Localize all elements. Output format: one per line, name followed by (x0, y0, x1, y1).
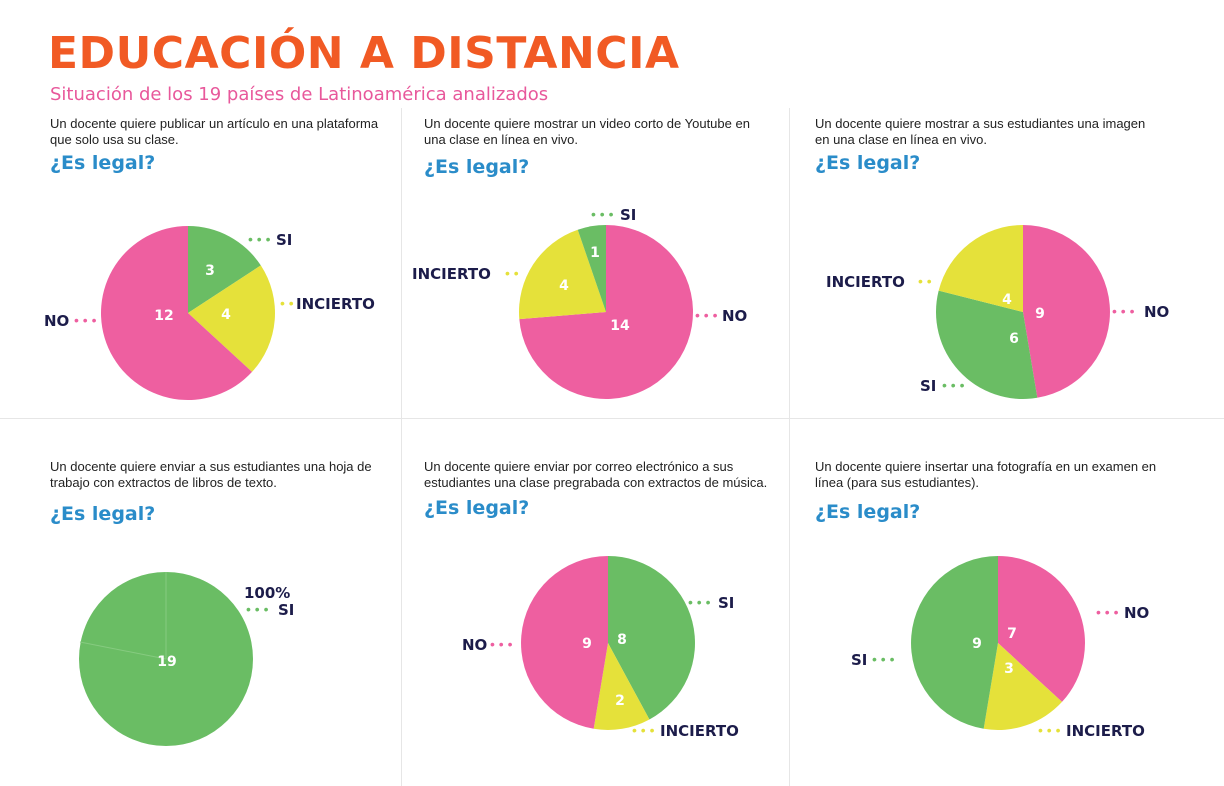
pie-slices (79, 572, 253, 746)
question-heading: ¿Es legal? (815, 152, 921, 174)
slice-label-incierto: INCIERTO (296, 295, 375, 313)
chart-panel-3: Un docente quiere mostrar a sus estudian… (815, 116, 1195, 174)
pie-slice-si (935, 290, 1038, 399)
slice-value-incierto: 4 (559, 278, 569, 294)
slice-label-si: SI (851, 651, 867, 669)
chart-panel-1: Un docente quiere publicar un artículo e… (50, 116, 430, 174)
slice-label-no: NO (44, 312, 69, 330)
leader-dots-si: • • • (248, 231, 271, 247)
slice-value-incierto: 3 (1004, 661, 1014, 677)
slice-value-si: 19 (157, 654, 176, 670)
slice-label-no: NO (722, 307, 747, 325)
slice-value-no: 12 (154, 308, 173, 324)
question-heading: ¿Es legal? (424, 497, 530, 519)
slice-value-no: 14 (610, 318, 630, 334)
column-divider-1 (401, 108, 402, 786)
slice-value-incierto: 4 (1002, 292, 1012, 308)
question-text: Un docente quiere publicar un artículo e… (50, 116, 379, 147)
question-heading: ¿Es legal? (424, 156, 530, 178)
pie-slice-incierto (593, 643, 650, 730)
leader-dots-no: • • • (490, 636, 513, 652)
leader-dots-incierto: • • (280, 295, 294, 311)
slice-label-incierto: INCIERTO (1066, 722, 1145, 740)
slice-value-incierto: 4 (221, 307, 231, 323)
leader-dots-no: • • • (74, 312, 97, 328)
slice-label-si: SI (276, 231, 292, 249)
leader-dots-incierto: • • (505, 265, 519, 281)
question-text: Un docente quiere mostrar a sus estudian… (815, 116, 1146, 147)
leader-dots-si: • • • (591, 206, 614, 222)
slice-value-si: 6 (1009, 331, 1019, 347)
question-text: Un docente quiere insertar una fotografí… (815, 459, 1157, 490)
slice-label-no: NO (462, 636, 487, 654)
chart-panel-2: Un docente quiere mostrar un video corto… (424, 116, 804, 178)
leader-dots-no: • • • (1112, 303, 1135, 319)
slice-value-no: 9 (1035, 306, 1045, 322)
slice-value-si: 8 (617, 632, 627, 648)
slice-label-incierto: INCIERTO (826, 273, 905, 291)
slice-divider (79, 641, 167, 660)
pie-slices (911, 556, 1085, 730)
slice-label-no: NO (1124, 604, 1149, 622)
question-heading: ¿Es legal? (50, 152, 156, 174)
slice-annotation-percent: 100% (244, 584, 290, 602)
pie-slice-no (100, 226, 253, 400)
leader-dots-si: • • • (246, 601, 269, 617)
slice-label-incierto: INCIERTO (660, 722, 739, 740)
row-divider (0, 418, 1224, 419)
pie-slice-si (577, 225, 606, 312)
slice-label-no: NO (1144, 303, 1169, 321)
slice-value-si: 9 (972, 636, 982, 652)
pie-slice-no (519, 224, 694, 399)
pie-slice-incierto (519, 229, 606, 320)
leader-dots-incierto: • • (918, 273, 932, 289)
leader-dots-si: • • • (942, 377, 965, 393)
slice-label-si: SI (718, 594, 734, 612)
pie-slice-incierto (938, 225, 1023, 312)
pie-slices (935, 225, 1110, 399)
slice-label-si: SI (620, 206, 636, 224)
page-subtitle: Situación de los 19 países de Latinoamér… (50, 84, 549, 105)
pie-slice-si (79, 572, 253, 746)
pie-slice-incierto (983, 643, 1063, 730)
pie-slice-incierto (188, 265, 275, 372)
question-heading: ¿Es legal? (815, 501, 921, 523)
pie-slice-si (608, 556, 695, 720)
chart-panel-4: Un docente quiere enviar a sus estudiant… (50, 459, 430, 525)
leader-dots-incierto: • • • (1038, 722, 1061, 738)
leader-dots-si: • • • (688, 594, 711, 610)
question-text: Un docente quiere enviar por correo elec… (424, 459, 768, 490)
slice-value-si: 3 (205, 263, 215, 279)
slice-label-si: SI (920, 377, 936, 395)
leader-dots-no: • • • (1096, 604, 1119, 620)
slice-label-si: SI (278, 601, 294, 619)
leader-dots-si: • • • (872, 651, 895, 667)
slice-label-incierto: INCIERTO (412, 265, 491, 283)
page-title: EDUCACIÓN A DISTANCIA (48, 28, 680, 79)
column-divider-2 (789, 108, 790, 786)
pie-slice-no (521, 556, 608, 729)
pie-slice-si (188, 226, 261, 313)
slice-value-no: 9 (582, 636, 592, 652)
slice-value-no: 7 (1007, 626, 1017, 642)
question-text: Un docente quiere mostrar un video corto… (424, 116, 750, 147)
question-text: Un docente quiere enviar a sus estudiant… (50, 459, 372, 490)
chart-panel-5: Un docente quiere enviar por correo elec… (424, 459, 804, 519)
pie-slices (100, 226, 275, 400)
pie-slice-no (998, 556, 1085, 702)
pie-slices (521, 556, 695, 730)
question-heading: ¿Es legal? (50, 503, 156, 525)
slice-value-si: 1 (590, 245, 600, 261)
chart-panel-6: Un docente quiere insertar una fotografí… (815, 459, 1195, 523)
leader-dots-incierto: • • • (632, 722, 655, 738)
pie-slice-si (911, 556, 998, 729)
pie-slice-no (1023, 225, 1110, 398)
slice-value-incierto: 2 (615, 693, 625, 709)
pie-slices (519, 224, 694, 399)
leader-dots-no: • • • (695, 307, 718, 323)
